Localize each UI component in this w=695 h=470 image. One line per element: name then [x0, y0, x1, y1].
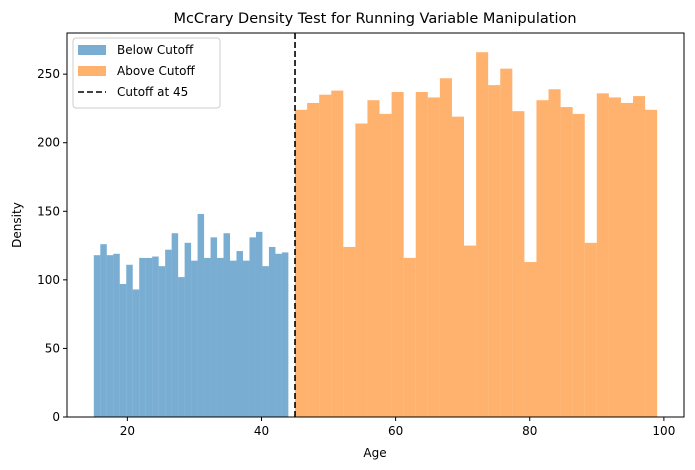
- x-axis-label: Age: [363, 446, 386, 460]
- bar: [132, 289, 140, 417]
- bar: [255, 231, 263, 417]
- bars-layer: [93, 52, 658, 418]
- bar: [119, 283, 127, 417]
- bar: [596, 93, 609, 417]
- bar: [230, 260, 237, 417]
- bar: [184, 242, 192, 417]
- bar: [584, 242, 597, 417]
- bar: [106, 255, 114, 417]
- legend-label: Above Cutoff: [117, 64, 195, 78]
- bar: [178, 277, 185, 417]
- x-axis: 20 40 60 80 100: [120, 417, 675, 438]
- bar: [275, 253, 282, 417]
- bar: [158, 266, 166, 417]
- bar: [262, 266, 269, 417]
- bar: [633, 96, 646, 417]
- bar: [145, 257, 153, 417]
- bar: [236, 251, 243, 417]
- bar: [100, 244, 107, 417]
- bar: [281, 252, 289, 417]
- x-tick-label: 100: [652, 424, 675, 438]
- series-0: [93, 214, 289, 417]
- bar: [572, 113, 585, 418]
- y-tick-label: 0: [52, 410, 60, 424]
- bar: [403, 257, 416, 417]
- bar: [210, 237, 218, 417]
- bar: [295, 109, 308, 418]
- bar: [488, 85, 501, 417]
- bar: [343, 246, 356, 417]
- bar: [464, 245, 477, 417]
- bar: [427, 97, 440, 417]
- x-tick-label: 80: [522, 424, 537, 438]
- legend-label: Below Cutoff: [117, 43, 194, 57]
- bar: [548, 89, 561, 417]
- bar: [93, 255, 101, 417]
- bar: [524, 262, 537, 417]
- x-tick-label: 20: [120, 424, 135, 438]
- bar: [608, 97, 621, 417]
- chart-title: McCrary Density Test for Running Variabl…: [173, 11, 576, 27]
- bar: [560, 107, 573, 418]
- bar: [171, 233, 179, 417]
- bar: [204, 257, 211, 417]
- legend-box: [72, 37, 221, 109]
- bar: [197, 214, 205, 417]
- bar: [319, 94, 332, 417]
- bar: [223, 233, 231, 417]
- bar: [152, 256, 159, 417]
- y-axis: 0 50 100 150 200 250: [37, 67, 67, 424]
- y-tick-label: 150: [37, 204, 60, 218]
- plot-frame: [66, 32, 685, 418]
- bar: [415, 91, 428, 417]
- series-1: [295, 52, 658, 418]
- bar: [139, 257, 146, 417]
- bar: [126, 264, 133, 417]
- bar: [439, 78, 452, 417]
- bar: [242, 260, 250, 417]
- bar: [512, 111, 525, 418]
- legend-swatch: [78, 66, 106, 76]
- bar: [307, 102, 320, 417]
- y-tick-label: 200: [37, 136, 60, 150]
- bar: [500, 68, 513, 418]
- bar: [165, 249, 172, 417]
- y-tick-label: 250: [37, 67, 60, 81]
- bar: [379, 113, 392, 418]
- legend: Below Cutoff Above Cutoff Cutoff at 45: [72, 37, 221, 109]
- bar: [331, 90, 344, 417]
- bar: [451, 116, 465, 418]
- y-tick-label: 100: [37, 273, 60, 287]
- bar: [191, 260, 198, 417]
- bar: [645, 109, 658, 418]
- bar: [355, 123, 368, 417]
- y-axis-label: Density: [10, 202, 24, 248]
- y-tick-label: 50: [45, 341, 60, 355]
- bar: [113, 253, 120, 417]
- bar: [249, 237, 256, 417]
- bar: [391, 91, 404, 417]
- legend-label: Cutoff at 45: [117, 85, 188, 99]
- bar: [536, 100, 549, 417]
- bar: [217, 257, 224, 417]
- x-tick-label: 60: [388, 424, 403, 438]
- bar: [367, 100, 380, 417]
- bar: [268, 246, 276, 417]
- legend-swatch: [78, 45, 106, 55]
- bar: [476, 52, 489, 417]
- x-tick-label: 40: [254, 424, 269, 438]
- bar: [620, 102, 634, 417]
